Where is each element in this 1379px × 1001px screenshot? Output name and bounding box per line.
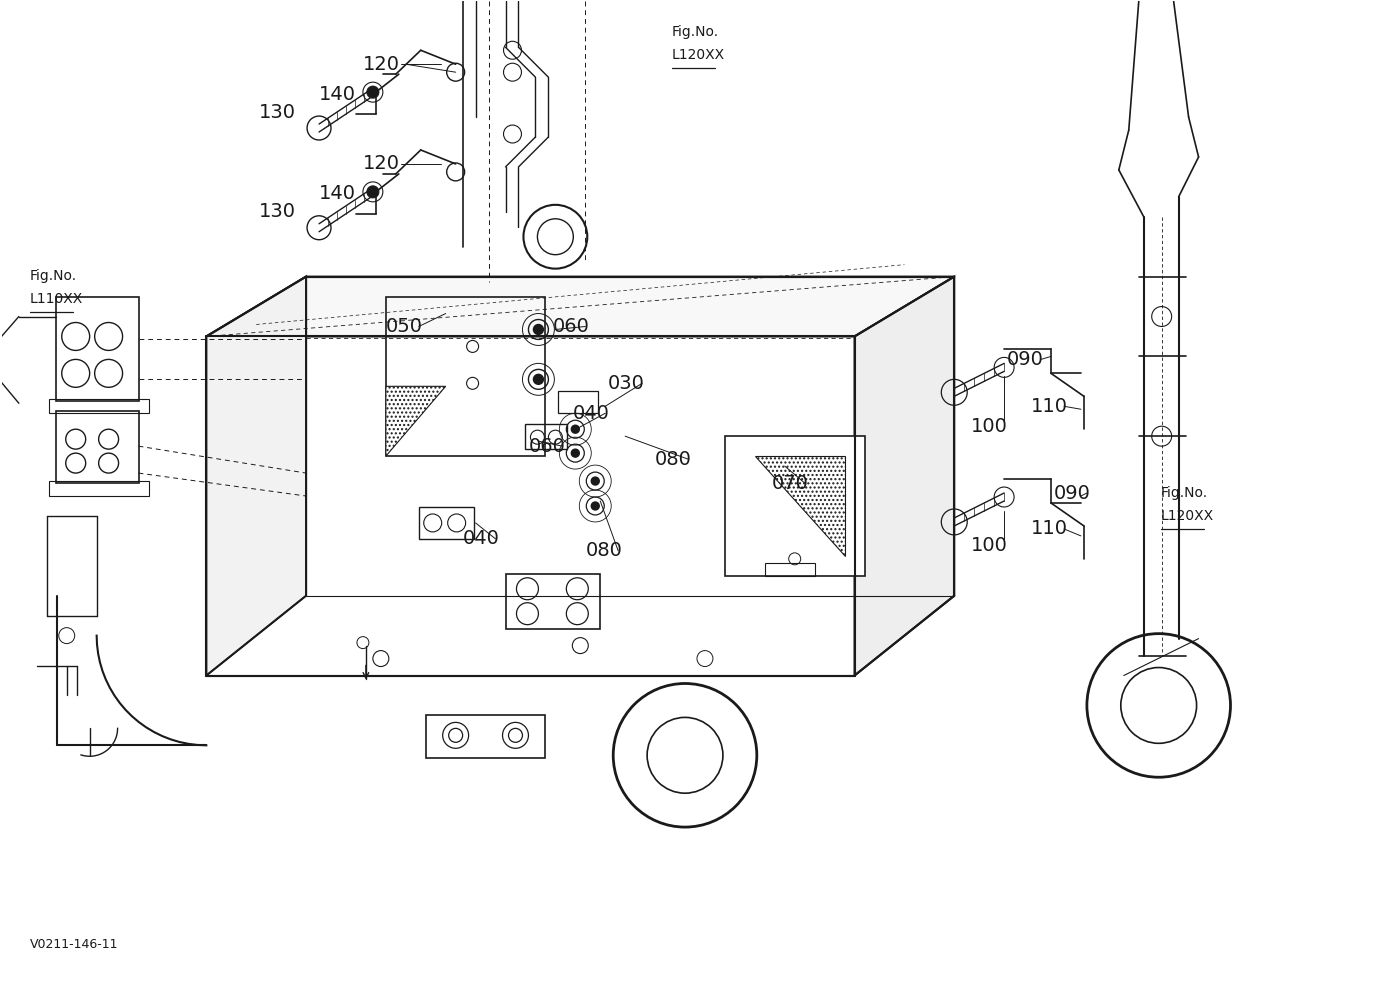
- Polygon shape: [754, 456, 844, 556]
- Circle shape: [571, 425, 579, 433]
- Text: 120: 120: [363, 55, 400, 74]
- Circle shape: [367, 86, 379, 98]
- Text: 110: 110: [1031, 520, 1069, 539]
- Circle shape: [534, 324, 543, 334]
- Text: Fig.No.: Fig.No.: [1161, 486, 1208, 500]
- Text: 100: 100: [971, 537, 1008, 556]
- Circle shape: [367, 186, 379, 198]
- Text: L120XX: L120XX: [1161, 509, 1214, 523]
- Text: V0211-146-11: V0211-146-11: [30, 938, 119, 951]
- Text: Fig.No.: Fig.No.: [30, 268, 77, 282]
- Text: 070: 070: [772, 473, 808, 492]
- Text: 110: 110: [1031, 396, 1069, 415]
- Text: 060: 060: [528, 436, 565, 455]
- Text: Fig.No.: Fig.No.: [672, 25, 720, 39]
- Text: 080: 080: [585, 542, 622, 561]
- Polygon shape: [207, 276, 306, 676]
- Circle shape: [592, 477, 600, 485]
- Text: L110XX: L110XX: [30, 291, 83, 305]
- Text: 140: 140: [319, 184, 356, 203]
- Text: 130: 130: [259, 202, 296, 221]
- Text: 080: 080: [655, 449, 692, 468]
- Text: 090: 090: [1007, 350, 1044, 369]
- Text: 090: 090: [1054, 483, 1091, 503]
- Text: 040: 040: [462, 530, 499, 549]
- Text: 130: 130: [259, 102, 296, 121]
- Polygon shape: [725, 436, 865, 576]
- Polygon shape: [855, 276, 954, 676]
- Text: 100: 100: [971, 416, 1008, 435]
- Text: 040: 040: [572, 403, 610, 422]
- Text: 060: 060: [553, 317, 589, 336]
- Circle shape: [592, 502, 600, 510]
- Text: L120XX: L120XX: [672, 48, 725, 62]
- Polygon shape: [386, 386, 445, 456]
- Text: 030: 030: [608, 373, 645, 392]
- Circle shape: [534, 374, 543, 384]
- Text: 120: 120: [363, 154, 400, 173]
- Circle shape: [571, 449, 579, 457]
- Polygon shape: [207, 276, 954, 336]
- Text: 140: 140: [319, 85, 356, 104]
- Text: 050: 050: [386, 317, 423, 336]
